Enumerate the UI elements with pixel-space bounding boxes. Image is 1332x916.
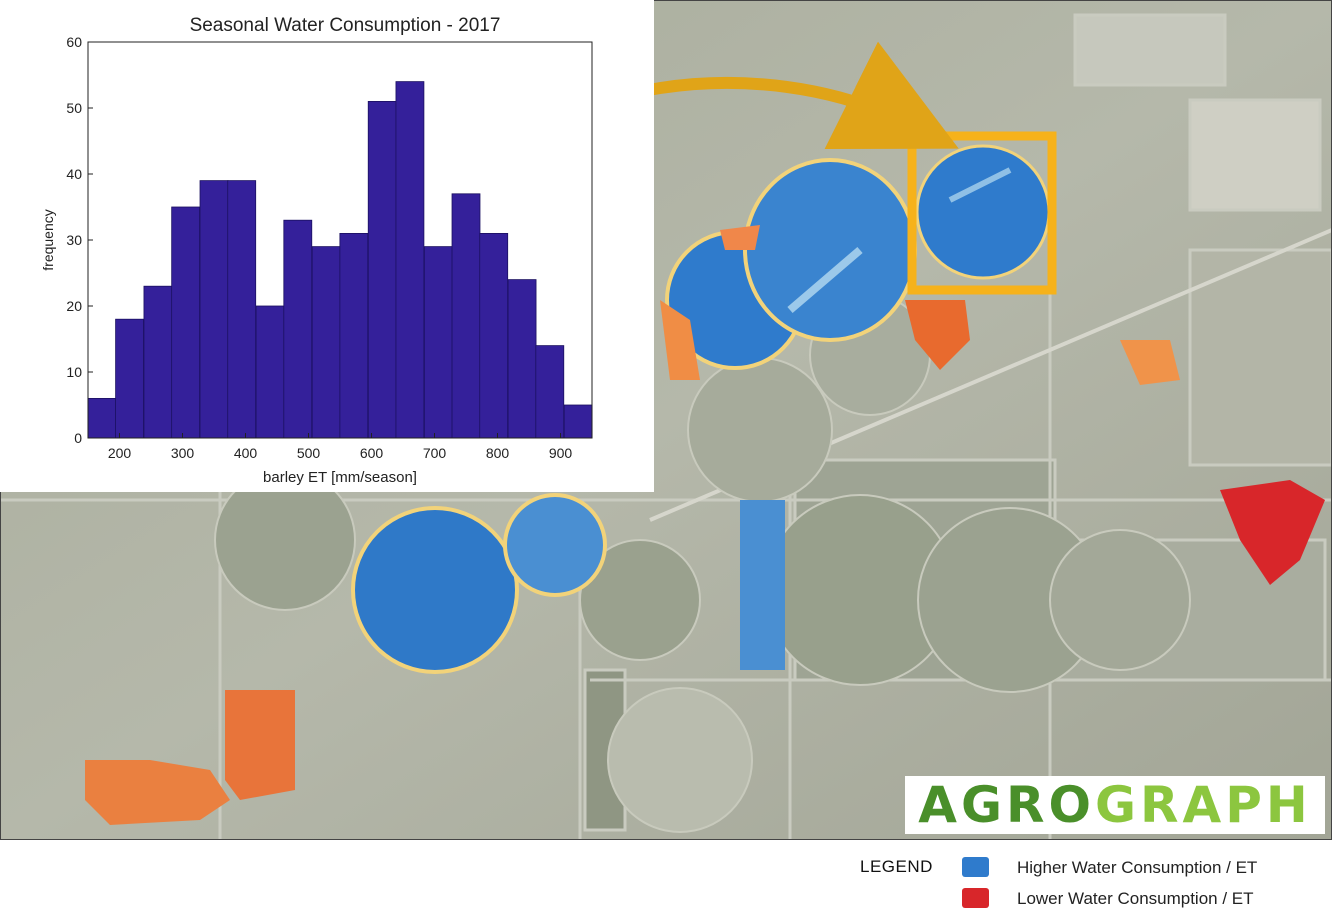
- satellite-map: [0, 0, 1332, 840]
- x-tick-label: 900: [549, 445, 573, 461]
- histogram-bar-11: [395, 81, 425, 439]
- histogram-chart: Seasonal Water Consumption - 2017 0 10 20 3…: [40, 15, 593, 486]
- histogram-bar-5: [227, 180, 257, 439]
- x-tick-label: 200: [108, 445, 132, 461]
- low-et-areas: [85, 225, 1325, 825]
- y-tick-label: 10: [66, 364, 82, 380]
- chart-title: Seasonal Water Consumption - 2017: [190, 15, 501, 36]
- pivot-circles: [214, 294, 1191, 833]
- histogram-bar-2: [143, 285, 173, 439]
- histogram-bar-10: [367, 101, 397, 439]
- legend-title: LEGEND: [860, 857, 933, 876]
- legend-swatch-higher: [962, 857, 989, 877]
- y-tick-label: 30: [66, 232, 82, 248]
- histogram-bar-1: [115, 318, 144, 439]
- histogram-bar-6: [255, 305, 285, 439]
- histogram-bar-4: [199, 180, 229, 439]
- y-tick-label: 0: [74, 430, 82, 446]
- x-tick-label: 400: [234, 445, 258, 461]
- legend-label-lower: Lower Water Consumption / ET: [1017, 889, 1254, 908]
- histogram-bar-16: [535, 345, 565, 439]
- legend-bar: [0, 840, 1332, 916]
- x-tick-label: 800: [486, 445, 510, 461]
- y-tick-label: 50: [66, 100, 82, 116]
- y-tick-label: 40: [66, 166, 82, 182]
- histogram-bar-3: [171, 206, 201, 439]
- map-canvas: [0, 0, 1332, 840]
- legend-label-higher: Higher Water Consumption / ET: [1017, 858, 1258, 877]
- histogram-bar-13: [451, 193, 481, 439]
- logo-part-agro: AGRO: [918, 776, 1095, 834]
- histogram-bar-7: [283, 219, 313, 439]
- x-tick-label: 700: [423, 445, 447, 461]
- x-tick-label: 500: [297, 445, 321, 461]
- highlight-box: [907, 131, 1057, 295]
- x-tick-label: 300: [171, 445, 195, 461]
- histogram-bar-9: [339, 232, 369, 439]
- histogram-bar-17: [563, 404, 593, 439]
- histogram-bar-14: [479, 232, 509, 439]
- histogram-bar-12: [423, 246, 453, 439]
- logo-text: AGROGRAPH: [918, 780, 1311, 830]
- y-tick-label: 60: [66, 34, 82, 50]
- legend-swatch-lower: [962, 888, 989, 908]
- x-tick-label: 600: [360, 445, 384, 461]
- histogram-bar-15: [507, 279, 537, 439]
- y-axis-label: frequency: [40, 209, 56, 270]
- x-axis-label: barley ET [mm/season]: [263, 469, 417, 486]
- histogram-bar-0: [87, 397, 117, 439]
- histogram-panel: Seasonal Water Consumption - 2017 0 10 20 3…: [0, 0, 654, 492]
- agrograph-logo: AGROGRAPH: [905, 776, 1325, 834]
- high-et-fields: [351, 144, 1051, 674]
- histogram-bar-8: [311, 246, 341, 439]
- y-tick-label: 20: [66, 298, 82, 314]
- logo-part-graph: GRAPH: [1095, 776, 1312, 834]
